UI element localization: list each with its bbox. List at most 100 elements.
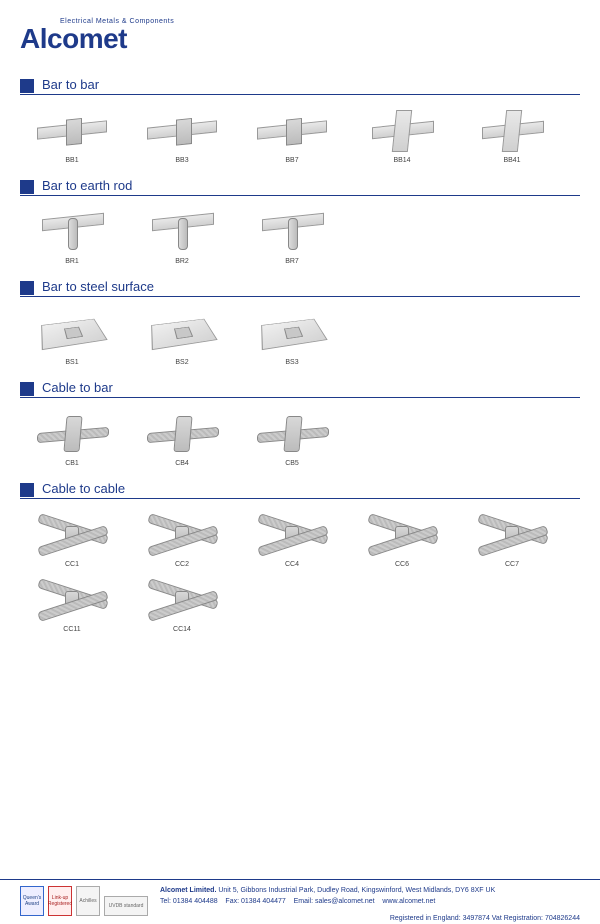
product-item: CC2 (130, 509, 234, 568)
items-row: CB1 CB4 CB5 (20, 408, 580, 467)
product-code: CC6 (395, 561, 409, 568)
section-marker (20, 382, 34, 396)
product-item: CB5 (240, 408, 344, 467)
shape-cablex (147, 514, 217, 554)
page-header: Electrical Metals & Components Alcomet (20, 18, 580, 55)
items-row: BR1 BR2 BR7 (20, 206, 580, 265)
product-item: BR7 (240, 206, 344, 265)
product-illustration (247, 408, 337, 458)
page-footer: Queen's Award Link-up Registered Achille… (0, 879, 600, 924)
product-code: CB1 (65, 460, 79, 467)
shape-cablex (37, 579, 107, 619)
product-illustration (137, 307, 227, 357)
product-illustration (247, 509, 337, 559)
cable-hub (65, 526, 79, 542)
product-code: CC14 (173, 626, 191, 633)
footer-email: sales@alcomet.net (315, 898, 375, 905)
brand-name-rest: lcomet (40, 23, 127, 54)
shape-cablex (37, 514, 107, 554)
product-code: BB41 (503, 157, 520, 164)
product-illustration (137, 574, 227, 624)
product-code: BS2 (175, 359, 188, 366)
footer-email-label: Email: (294, 898, 313, 905)
product-code: BB14 (393, 157, 410, 164)
product-item: BB3 (130, 105, 234, 164)
section-title: Cable to cable (42, 481, 125, 498)
product-code: BR2 (175, 258, 189, 265)
product-item: CB1 (20, 408, 124, 467)
product-item: BB1 (20, 105, 124, 164)
shape-cable (37, 418, 107, 448)
product-item: BR2 (130, 206, 234, 265)
product-code: CC11 (63, 626, 80, 633)
shape-cablex (477, 514, 547, 554)
section-title: Bar to bar (42, 77, 99, 94)
product-item: BR1 (20, 206, 124, 265)
shape-cross (482, 110, 542, 150)
footer-text: Alcomet Limited. Unit 5, Gibbons Industr… (154, 886, 580, 907)
product-illustration (137, 509, 227, 559)
section-marker (20, 79, 34, 93)
shape-rod (42, 210, 102, 252)
footer-web: www.alcomet.net (382, 898, 435, 905)
shape-plate (41, 319, 108, 350)
footer-badges: Queen's Award Link-up Registered Achille… (20, 886, 148, 916)
shape-cross (372, 110, 432, 150)
footer-tel-label: Tel: (160, 898, 171, 905)
product-illustration (137, 408, 227, 458)
badge-uvdb: UVDB standard (104, 896, 148, 916)
product-illustration (137, 105, 227, 155)
cable-hub (285, 526, 299, 542)
product-item: BS1 (20, 307, 124, 366)
product-code: CB5 (285, 460, 299, 467)
items-row: BS1 BS2 BS3 (20, 307, 580, 366)
section-marker (20, 180, 34, 194)
product-illustration (27, 105, 117, 155)
section-header: Cable to bar (20, 380, 580, 398)
product-code: BB3 (175, 157, 188, 164)
shape-plate (261, 319, 328, 350)
cable-hub (395, 526, 409, 542)
section: Cable to bar CB1 CB4 CB5 (20, 380, 580, 467)
shape-cablex (257, 514, 327, 554)
product-illustration (137, 206, 227, 256)
section: Cable to cableCC1CC2CC4CC6CC7CC11CC14 (20, 481, 580, 633)
product-item: BB14 (350, 105, 454, 164)
shape-cablex (147, 579, 217, 619)
badge-linkup: Link-up Registered (48, 886, 72, 916)
cable-hub (175, 526, 189, 542)
shape-cable (147, 418, 217, 448)
product-code: BB1 (65, 157, 78, 164)
section: Bar to steel surface BS1 BS2 BS3 (20, 279, 580, 366)
footer-address: Unit 5, Gibbons Industrial Park, Dudley … (218, 887, 495, 894)
footer-fax: 01384 404477 (241, 898, 286, 905)
section-title: Cable to bar (42, 380, 113, 397)
product-code: BS1 (65, 359, 78, 366)
product-illustration (357, 509, 447, 559)
section-header: Bar to earth rod (20, 178, 580, 196)
product-item: CB4 (130, 408, 234, 467)
product-code: BB7 (285, 157, 298, 164)
cable-hub (505, 526, 519, 542)
product-code: BR1 (65, 258, 79, 265)
product-code: CC2 (175, 561, 189, 568)
product-item: CC1 (20, 509, 124, 568)
section: Bar to bar BB1 BB3 BB7 BB14 BB41 (20, 77, 580, 164)
cable-hub (65, 591, 79, 607)
product-illustration (467, 509, 557, 559)
product-item: CC6 (350, 509, 454, 568)
product-illustration (247, 307, 337, 357)
product-code: CB4 (175, 460, 189, 467)
product-item: BS3 (240, 307, 344, 366)
product-illustration (467, 105, 557, 155)
section-title: Bar to steel surface (42, 279, 154, 296)
product-item: BB41 (460, 105, 564, 164)
shape-bar (37, 120, 107, 139)
badge-achilles: Achilles (76, 886, 100, 916)
section-header: Bar to bar (20, 77, 580, 95)
product-code: BS3 (285, 359, 298, 366)
shape-plate (151, 319, 218, 350)
product-code: CC1 (65, 561, 79, 568)
product-illustration (357, 105, 447, 155)
product-illustration (27, 206, 117, 256)
